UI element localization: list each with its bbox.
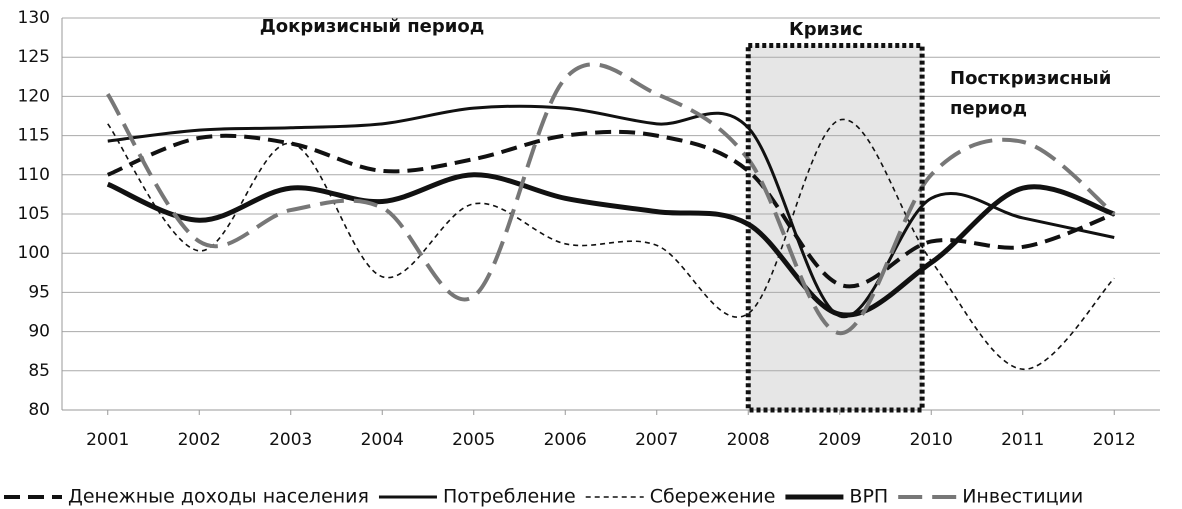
x-tick-label: 2001 bbox=[86, 430, 129, 450]
y-tick-label: 130 bbox=[18, 8, 50, 28]
crisis-box bbox=[748, 45, 923, 410]
legend-label: Потребление bbox=[443, 486, 576, 508]
y-tick-label: 80 bbox=[28, 400, 50, 420]
x-tick-label: 2004 bbox=[361, 430, 404, 450]
legend-label: Денежные доходы населения bbox=[68, 486, 369, 508]
series-line bbox=[106, 62, 1116, 336]
y-tick-label: 85 bbox=[28, 361, 50, 381]
annotation: Посткризисный период bbox=[950, 68, 1111, 119]
x-tick-label: 2006 bbox=[544, 430, 587, 450]
y-tick-label: 100 bbox=[18, 243, 50, 263]
series-line bbox=[106, 129, 1115, 289]
y-tick-label: 105 bbox=[18, 204, 50, 224]
crisis-border bbox=[745, 42, 925, 413]
legend-label: Сбережение bbox=[650, 486, 776, 508]
x-tick-label: 2012 bbox=[1093, 430, 1136, 450]
legend-label: Инвестиции bbox=[962, 486, 1083, 508]
y-tick-label: 110 bbox=[18, 165, 50, 185]
x-tick-label: 2009 bbox=[818, 430, 861, 450]
annotation: Кризис bbox=[789, 19, 863, 40]
x-tick-label: 2003 bbox=[269, 430, 312, 450]
x-tick-label: 2008 bbox=[727, 430, 770, 450]
x-tick-label: 2007 bbox=[635, 430, 678, 450]
x-tick-label: 2011 bbox=[1001, 430, 1044, 450]
legend: Денежные доходы населения Потребление Сбер… bbox=[4, 486, 1083, 508]
plot-area: 80 85 90 95 100 105 110 115 120 125 130 2001 2002 200… bbox=[18, 8, 1160, 450]
series-line bbox=[107, 104, 1115, 319]
legend-label: ВРП bbox=[849, 486, 888, 508]
x-tick-label: 2005 bbox=[452, 430, 495, 450]
y-tick-label: 115 bbox=[18, 126, 50, 146]
x-tick-label: 2002 bbox=[178, 430, 221, 450]
y-tick-label: 90 bbox=[28, 322, 50, 342]
y-tick-label: 125 bbox=[18, 47, 50, 67]
y-tick-label: 95 bbox=[28, 282, 50, 302]
y-tick-label: 120 bbox=[18, 86, 50, 106]
series-line bbox=[106, 172, 1116, 318]
series-line bbox=[107, 118, 1115, 371]
x-tick-label: 2010 bbox=[910, 430, 953, 450]
annotation: Докризисный период bbox=[260, 16, 485, 37]
